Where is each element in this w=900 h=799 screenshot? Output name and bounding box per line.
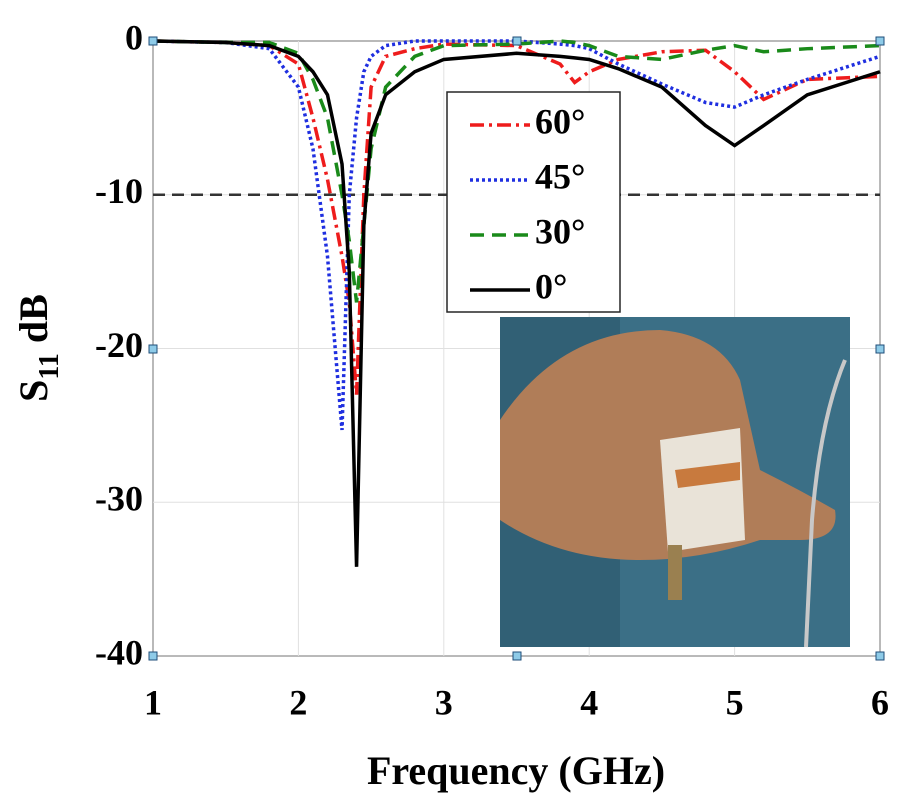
x-tick-label: 5	[726, 682, 744, 722]
y-axis-label: S11 dB	[11, 294, 65, 402]
legend-label: 60°	[535, 101, 585, 141]
photo-cable	[804, 359, 847, 648]
x-axis-label: Frequency (GHz)	[367, 748, 665, 793]
legend-box	[446, 91, 621, 313]
y-tick-label: -10	[95, 171, 143, 211]
y-tick-label: -20	[95, 325, 143, 365]
photo-connector	[668, 545, 682, 600]
legend-label: 45°	[535, 156, 585, 196]
handle	[875, 36, 885, 46]
series-line	[152, 39, 881, 567]
handle	[512, 36, 522, 46]
handle	[875, 651, 885, 661]
x-tick-label: 2	[289, 682, 307, 722]
y-tick-label: -30	[95, 479, 143, 519]
x-tick-label: 6	[871, 682, 889, 722]
inset-photo	[500, 317, 850, 648]
photo-antenna-trace	[675, 462, 740, 488]
x-tick-label: 4	[580, 682, 598, 722]
legend-label: 30°	[535, 211, 585, 251]
photo-antenna	[660, 428, 745, 552]
handle	[875, 344, 885, 354]
handle	[148, 344, 158, 354]
handle	[512, 651, 522, 661]
series-line	[152, 39, 881, 431]
series-line	[152, 39, 881, 303]
y-label-sub: 11	[34, 353, 65, 379]
handle	[148, 651, 158, 661]
x-tick-label: 1	[144, 682, 162, 722]
y-label-main: S	[11, 380, 56, 402]
y-tick-label: -40	[95, 632, 143, 672]
series-line	[152, 39, 881, 395]
handle	[148, 36, 158, 46]
y-label-unit: dB	[11, 294, 56, 343]
legend-label: 0°	[535, 266, 567, 306]
y-tick-label: 0	[125, 17, 143, 57]
legend: 60° 45° 30° 0°	[446, 91, 621, 313]
selection-handles	[148, 36, 885, 661]
x-tick-label: 3	[435, 682, 453, 722]
